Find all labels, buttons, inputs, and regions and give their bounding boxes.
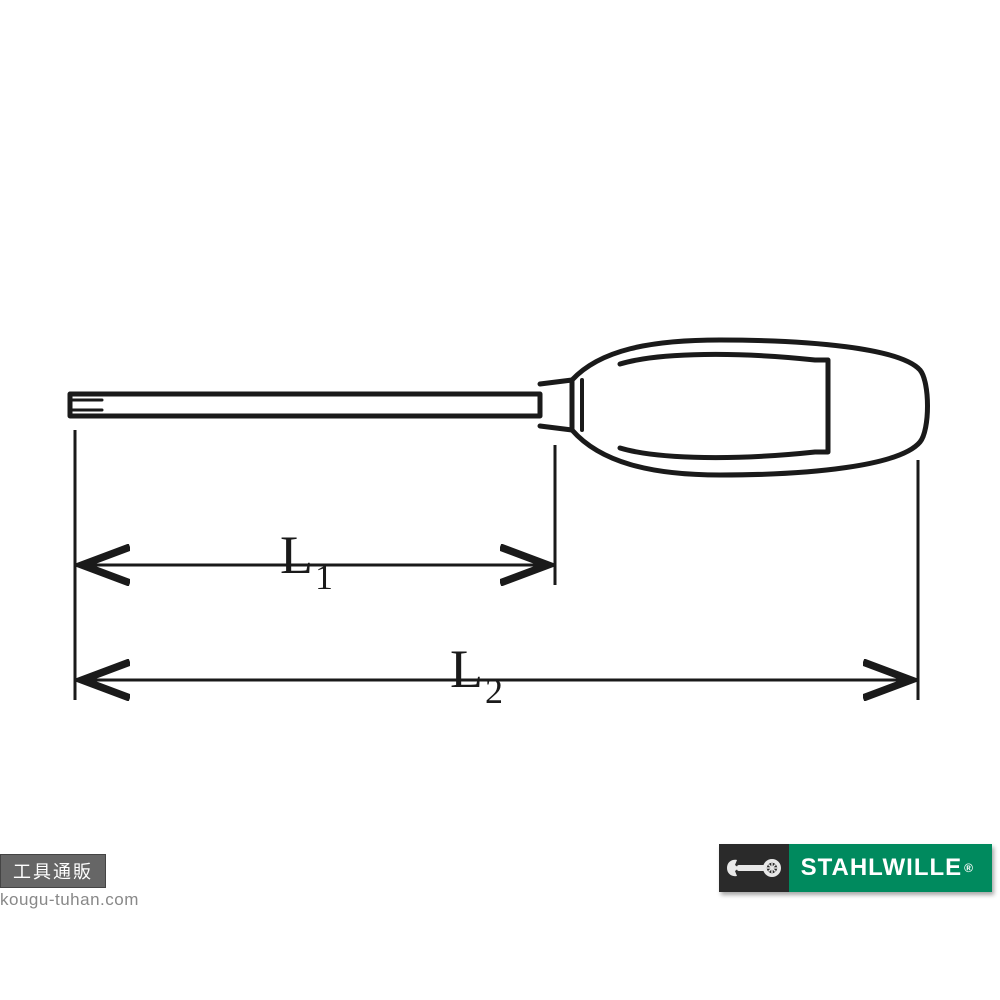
label-l1: L1 bbox=[280, 524, 331, 586]
screwdriver-outline bbox=[70, 340, 928, 475]
watermark-label: 工具通販 bbox=[0, 854, 106, 888]
label-l2-main: L bbox=[450, 639, 483, 699]
brand-name: STAHLWILLE® bbox=[789, 844, 992, 892]
label-l1-main: L bbox=[280, 525, 313, 585]
brand-name-text: STAHLWILLE bbox=[801, 854, 963, 882]
brand-badge: STAHLWILLE® bbox=[719, 844, 992, 892]
diagram-canvas: L1 L2 工具通販 kougu-tuhan.com bbox=[0, 0, 1000, 1000]
label-l2: L2 bbox=[450, 638, 501, 700]
watermark-url: kougu-tuhan.com bbox=[0, 888, 139, 910]
source-watermark: 工具通販 kougu-tuhan.com bbox=[0, 854, 139, 910]
brand-wrench-icon bbox=[719, 844, 789, 892]
label-l1-sub: 1 bbox=[315, 557, 333, 597]
registered-mark: ® bbox=[964, 861, 974, 875]
label-l2-sub: 2 bbox=[485, 671, 503, 711]
